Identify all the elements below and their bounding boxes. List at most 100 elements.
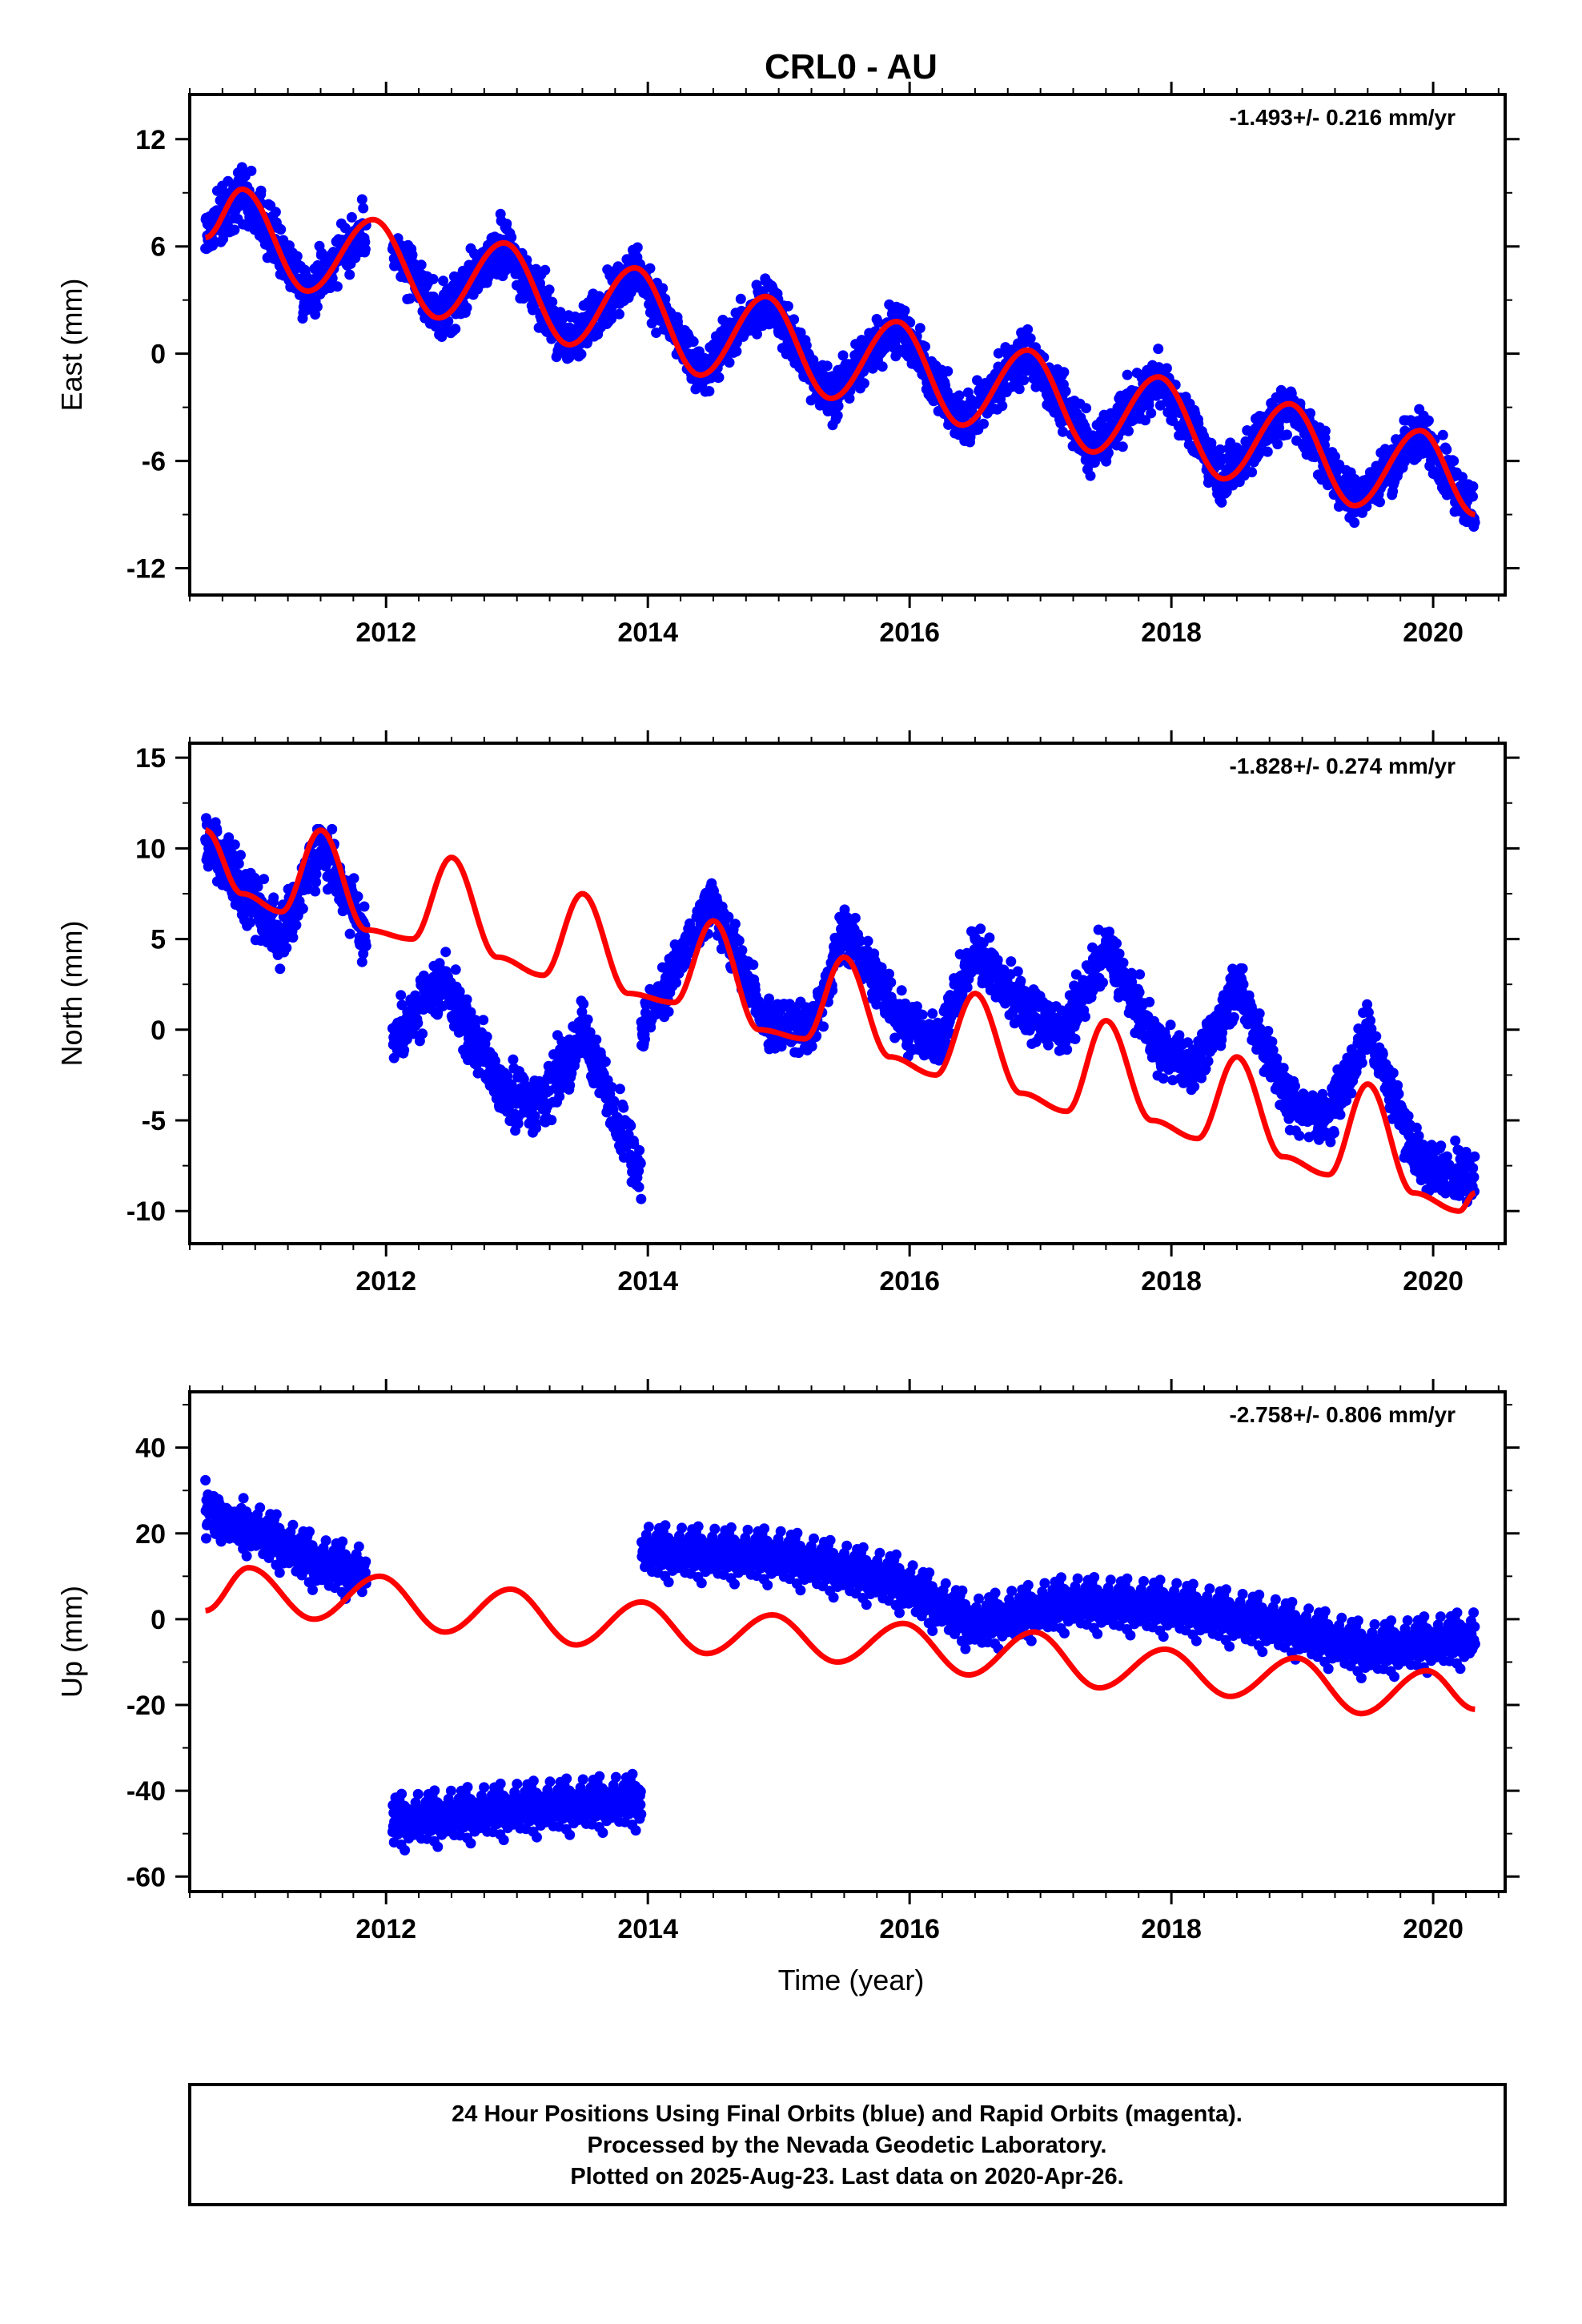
observation-point — [578, 999, 589, 1010]
observation-point — [1085, 470, 1096, 481]
observation-point — [911, 1001, 922, 1012]
observation-point — [470, 1015, 481, 1026]
observation-point — [625, 1120, 636, 1132]
observation-point — [855, 935, 866, 947]
observation-point — [1022, 324, 1034, 335]
y-tick-label: 6 — [151, 232, 166, 263]
observation-point — [657, 283, 669, 294]
y-tick-label: 5 — [151, 925, 166, 955]
observation-point — [461, 994, 472, 1005]
observation-point — [724, 357, 735, 368]
observation-point — [729, 919, 741, 930]
observation-point — [396, 990, 407, 1001]
observation-point — [311, 877, 322, 887]
y-tick-label: 15 — [135, 743, 166, 774]
observation-point — [1102, 448, 1114, 458]
observation-point — [544, 284, 555, 296]
observation-point — [899, 305, 910, 316]
observation-point — [704, 386, 715, 396]
observation-point — [723, 911, 734, 923]
observation-point — [606, 313, 617, 324]
observation-point — [440, 947, 452, 958]
observation-point — [1305, 408, 1316, 419]
observation-point — [735, 293, 746, 304]
observation-point — [645, 1022, 656, 1033]
x-tick-label: 2014 — [617, 617, 678, 648]
observation-point — [450, 324, 461, 335]
observation-point — [546, 1115, 557, 1126]
observation-point — [356, 194, 367, 205]
observation-point — [914, 323, 926, 334]
observation-point — [636, 1193, 647, 1204]
observation-point — [331, 281, 343, 292]
observation-point — [1468, 491, 1478, 502]
x-tick-label: 2020 — [1403, 1266, 1464, 1297]
observation-point — [608, 1096, 620, 1107]
observation-point — [748, 959, 759, 971]
observation-point — [849, 912, 861, 923]
observation-point — [235, 850, 246, 861]
observation-point — [416, 259, 427, 271]
observation-point — [1282, 429, 1292, 440]
observation-point — [821, 360, 833, 372]
observation-point — [1441, 444, 1452, 455]
x-tick-label: 2018 — [1141, 617, 1202, 648]
observation-point — [795, 328, 806, 338]
observation-point — [1018, 375, 1030, 386]
observation-point — [270, 207, 281, 218]
x-tick-label: 2014 — [617, 1266, 678, 1297]
observation-point — [600, 1056, 611, 1068]
observation-point — [733, 935, 745, 947]
observation-point — [993, 348, 1004, 359]
observation-point — [1058, 426, 1068, 437]
observation-point — [920, 341, 930, 352]
observation-point — [218, 233, 229, 244]
observation-point — [245, 917, 256, 928]
observation-point — [582, 336, 593, 348]
y-tick-label: -10 — [126, 1196, 166, 1227]
observation-point — [885, 977, 897, 988]
observation-point — [635, 1158, 646, 1169]
chart-title: CRL0 - AU — [765, 47, 938, 86]
observation-point — [1081, 403, 1092, 414]
y-axis-label: North (mm) — [55, 921, 88, 1067]
observation-point — [1457, 472, 1468, 483]
x-tick-label: 2016 — [879, 1266, 940, 1297]
observation-point — [873, 317, 884, 328]
observation-point — [1216, 497, 1227, 508]
observation-point — [246, 165, 257, 176]
observation-point — [564, 1080, 576, 1091]
observation-point — [1025, 333, 1036, 344]
plot-frame — [188, 742, 1507, 1245]
observation-point — [962, 982, 973, 993]
observation-point — [884, 968, 894, 979]
y-axis-label: East (mm) — [55, 279, 88, 412]
observation-point — [287, 932, 299, 943]
observation-point — [454, 986, 465, 997]
y-tick-label: -5 — [142, 1106, 166, 1136]
observation-point — [801, 340, 812, 351]
observation-point — [1242, 425, 1253, 436]
observation-point — [1153, 344, 1164, 355]
observation-point — [461, 302, 472, 313]
observation-point — [259, 874, 270, 885]
observation-point — [954, 390, 965, 401]
observation-point — [348, 873, 359, 884]
observation-point — [399, 1044, 410, 1055]
observation-point — [927, 1008, 938, 1019]
observation-point — [438, 275, 449, 287]
observation-point — [275, 224, 287, 235]
observation-point — [450, 964, 461, 975]
observation-point — [640, 1034, 650, 1045]
observation-point — [782, 300, 793, 312]
observation-point — [356, 956, 367, 967]
observation-point — [1123, 425, 1134, 436]
observation-points — [200, 813, 1480, 1208]
observation-point — [255, 185, 267, 196]
observation-point — [436, 332, 448, 342]
observation-point — [844, 393, 855, 404]
observation-point — [1437, 429, 1448, 440]
observation-point — [223, 832, 235, 843]
y-tick-label: 0 — [151, 1015, 166, 1046]
